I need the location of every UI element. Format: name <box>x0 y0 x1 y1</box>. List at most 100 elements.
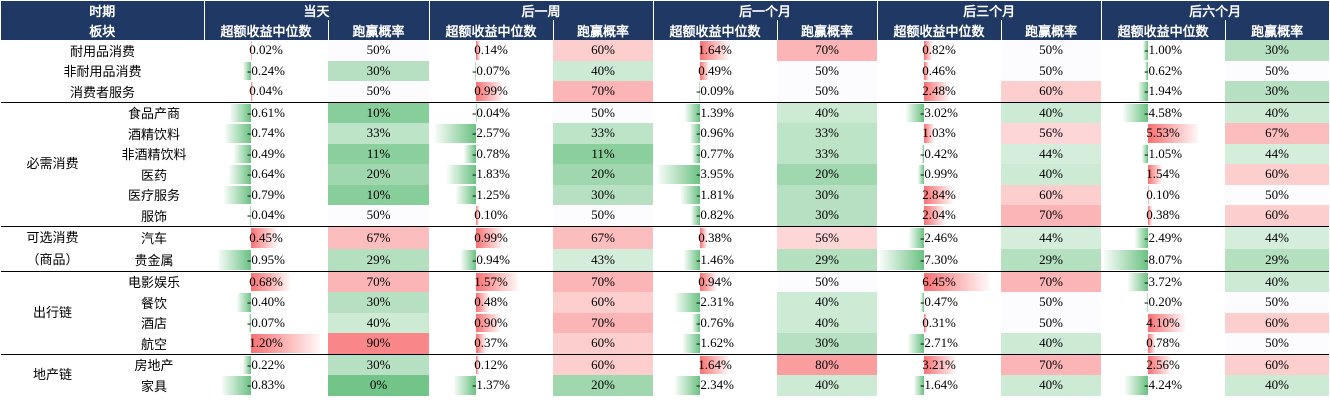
win-rate-cell: 29% <box>1225 248 1330 271</box>
win-rate-value: 60% <box>591 294 615 310</box>
win-rate-cell: 67% <box>1225 123 1330 144</box>
table-row: 贵金属 -0.95% 29% -0.94% 43% -1.46% 29% -7.30% 29% -… <box>1 248 1330 272</box>
excess-return-cell: 0.94% <box>653 270 778 292</box>
excess-return-cell: -0.79% <box>204 185 328 206</box>
excess-return-cell: 0.04% <box>204 81 328 102</box>
win-rate-cell: 33% <box>777 123 878 144</box>
win-rate-value: 70% <box>1039 356 1063 372</box>
win-rate-cell: 56% <box>777 225 878 249</box>
negative-data-bar <box>1142 41 1149 60</box>
row-label: 耐用品消费 <box>70 43 136 59</box>
win-rate-cell: 30% <box>1225 81 1330 102</box>
excess-return-value: -1.39% <box>696 104 734 120</box>
positive-data-bar <box>924 185 953 204</box>
win-rate-cell: 60% <box>553 353 654 375</box>
win-rate-value: 60% <box>1265 314 1289 330</box>
win-rate-cell: 0% <box>328 375 430 396</box>
excess-return-value: 2.48% <box>922 83 956 99</box>
excess-return-value: -0.95% <box>247 251 285 267</box>
excess-return-value: -0.62% <box>1144 62 1183 78</box>
excess-return-value: 2.56% <box>1146 356 1180 372</box>
negative-data-bar <box>918 165 925 184</box>
excess-return-value: -0.94% <box>472 251 510 267</box>
table-row: 医药 -0.64% 20% -1.83% 20% -3.95% 20% -0.99% 40% 1.… <box>1 164 1330 185</box>
positive-data-bar <box>1148 165 1163 184</box>
excess-return-value: 0.31% <box>922 314 956 330</box>
excess-return-cell: -1.05% <box>1101 144 1225 165</box>
excess-return-cell: -0.40% <box>204 292 328 313</box>
row-label: 航空 <box>141 336 168 352</box>
table-row: 餐饮 -0.40% 30% 0.48% 60% -2.31% 40% -0.47% 50% -0.… <box>1 292 1330 313</box>
row-label: 医药 <box>141 167 168 183</box>
excess-return-cell: 4.10% <box>1101 313 1225 334</box>
win-rate-value: 30% <box>1265 83 1289 99</box>
negative-data-bar <box>921 144 925 163</box>
win-rate-cell: 30% <box>777 333 878 354</box>
excess-return-cell: -0.99% <box>877 164 1001 185</box>
excess-return-cell: 0.68% <box>204 270 329 292</box>
excess-return-value: 6.45% <box>922 273 956 289</box>
excess-return-value: -0.07% <box>247 314 285 330</box>
excess-return-value: 1.64% <box>698 42 732 58</box>
win-rate-value: 20% <box>815 166 839 182</box>
win-rate-cell: 29% <box>328 248 430 271</box>
excess-return-cell: -0.20% <box>1101 292 1225 313</box>
negative-data-bar <box>1127 272 1149 291</box>
excess-return-cell: -1.94% <box>1101 81 1225 102</box>
excess-return-cell: -0.76% <box>653 313 777 334</box>
win-rate-cell: 40% <box>553 60 654 81</box>
metric-header-excess: 超额收益中位数 <box>204 20 329 40</box>
excess-return-value: -0.61% <box>247 104 285 120</box>
win-rate-value: 50% <box>1039 42 1063 58</box>
win-rate-cell: 40% <box>328 312 430 333</box>
win-rate-value: 40% <box>815 314 839 330</box>
excess-return-value: -0.64% <box>247 166 285 182</box>
excess-return-value: 0.10% <box>1146 186 1180 202</box>
excess-return-value: -1.83% <box>472 166 510 182</box>
excess-return-value: -0.79% <box>247 186 285 202</box>
excess-return-cell: 1.64% <box>653 40 777 61</box>
excess-return-cell: 1.03% <box>877 123 1001 144</box>
win-rate-value: 60% <box>591 356 615 372</box>
win-rate-cell: 40% <box>1001 333 1102 354</box>
excess-return-cell: 0.99% <box>429 81 553 102</box>
metric-header-winrate: 跑赢概率 <box>328 20 430 40</box>
negative-data-bar <box>228 165 252 184</box>
win-rate-value: 40% <box>1265 104 1289 120</box>
excess-return-cell: -0.61% <box>204 101 329 123</box>
win-rate-cell: 40% <box>1001 164 1102 185</box>
excess-return-cell: -0.95% <box>204 249 328 272</box>
win-rate-value: 67% <box>1265 125 1289 141</box>
win-rate-cell: 20% <box>553 164 654 185</box>
excess-return-value: 1.57% <box>474 273 508 289</box>
negative-data-bar <box>906 103 925 122</box>
positive-data-bar <box>924 124 935 143</box>
win-rate-cell: 70% <box>1001 270 1102 292</box>
win-rate-cell: 50% <box>1225 333 1330 354</box>
win-rate-cell: 33% <box>553 123 654 144</box>
positive-data-bar <box>924 61 929 80</box>
excess-return-cell: -0.04% <box>429 101 554 123</box>
excess-return-value: -1.64% <box>920 377 959 393</box>
win-rate-value: 50% <box>591 207 615 223</box>
win-rate-value: 50% <box>366 207 391 223</box>
positive-data-bar <box>251 227 278 248</box>
win-rate-cell: 60% <box>1225 164 1330 185</box>
excess-return-cell: -0.74% <box>204 123 328 144</box>
positive-data-bar <box>1148 355 1172 374</box>
negative-data-bar <box>699 82 701 101</box>
excess-return-value: -0.09% <box>696 83 734 99</box>
win-rate-cell: 50% <box>328 81 430 102</box>
excess-return-value: 0.99% <box>474 83 508 99</box>
metric-header-winrate: 跑赢概率 <box>777 20 878 40</box>
excess-return-cell: -3.95% <box>653 164 777 185</box>
table-row: 航空 1.20% 90% 0.37% 60% -1.62% 30% -2.71% 40% 0.78… <box>1 333 1330 354</box>
excess-return-cell: 0.46% <box>877 61 1001 82</box>
excess-return-value: 0.38% <box>698 229 732 245</box>
win-rate-cell: 60% <box>1225 353 1330 375</box>
positive-data-bar <box>700 227 707 248</box>
excess-return-value: 0.38% <box>1146 207 1180 223</box>
excess-return-cell: -1.83% <box>429 164 553 185</box>
